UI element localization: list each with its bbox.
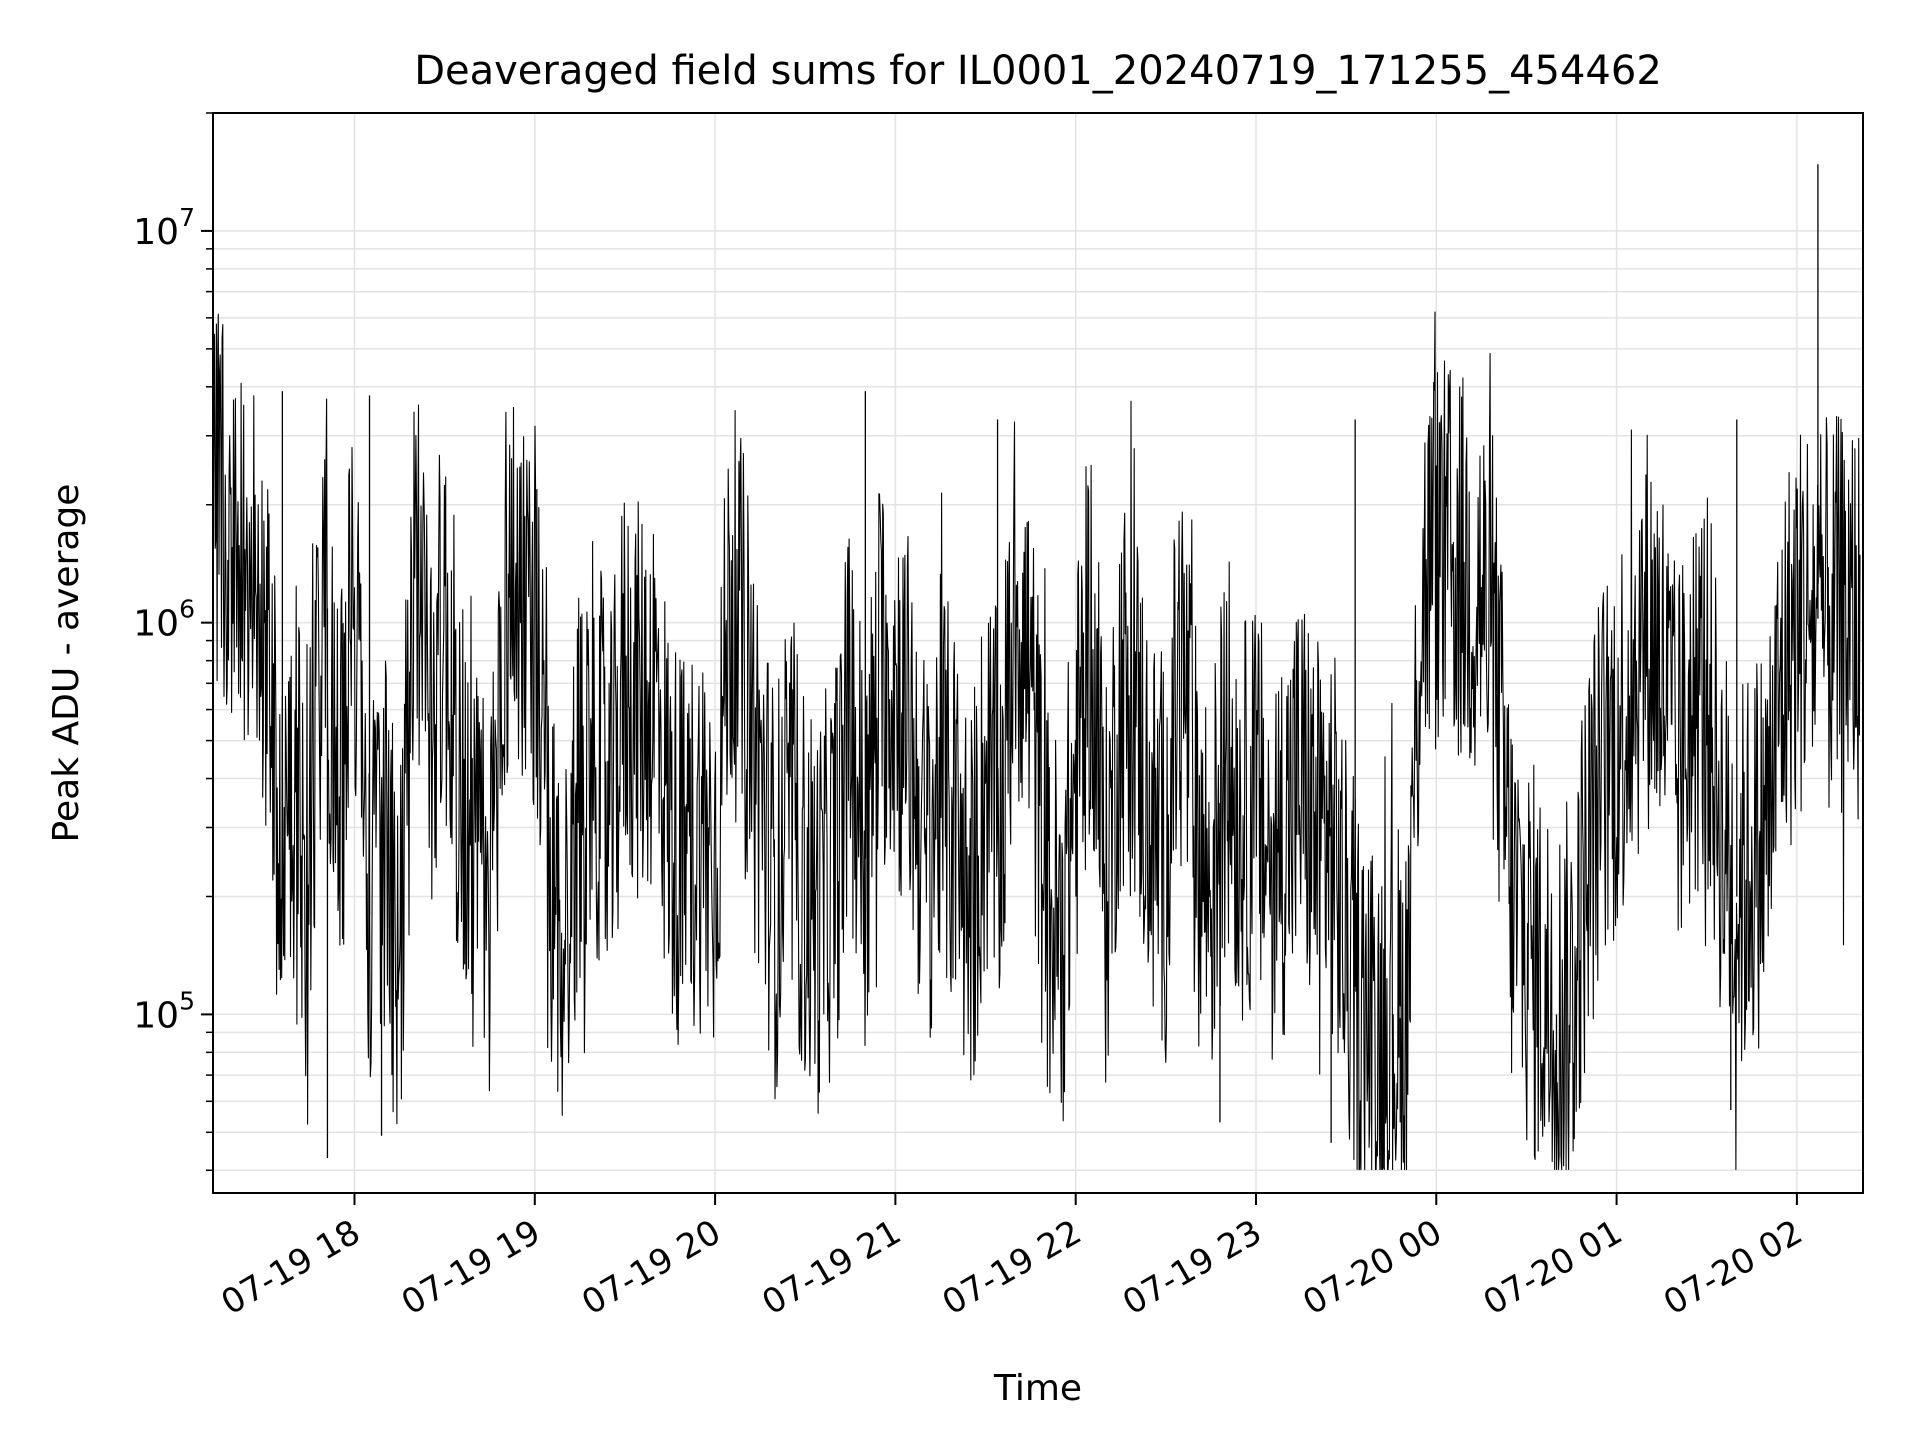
- y-tick-label: 105: [133, 986, 195, 1036]
- chart-title: Deaveraged field sums for IL0001_2024071…: [414, 48, 1662, 94]
- plot-frame: [212, 112, 1864, 1194]
- series-line: [212, 311, 1861, 1171]
- series-layer: [212, 164, 1861, 1171]
- x-axis-label: Time: [993, 1368, 1082, 1409]
- y-tick-label: 106: [133, 595, 195, 645]
- y-tick-label: 107: [133, 203, 195, 253]
- y-axis-label: Peak ADU - average: [46, 484, 87, 843]
